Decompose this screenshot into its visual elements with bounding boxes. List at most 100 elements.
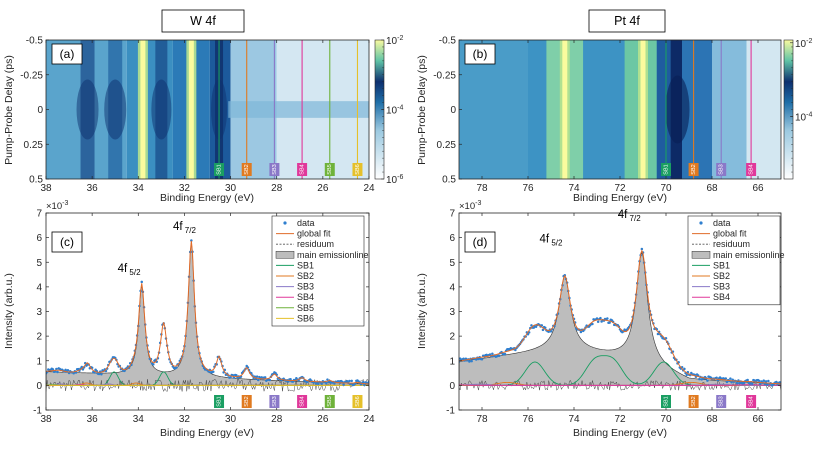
data-point bbox=[715, 376, 718, 379]
xtick-label: 66 bbox=[752, 414, 764, 425]
colorbar-tick-label: 10-4 bbox=[795, 111, 812, 123]
legend-label: main emissionline bbox=[297, 250, 369, 260]
title-a: W 4f bbox=[190, 14, 216, 28]
panel-label-a: (a) bbox=[60, 47, 75, 61]
data-point bbox=[729, 377, 732, 380]
ylabel-c: Intensity (arb.u.) bbox=[3, 273, 15, 349]
xtick-label: 74 bbox=[568, 183, 580, 194]
sideband-marker-label: SB4 bbox=[749, 396, 755, 406]
legend-label: data bbox=[713, 218, 731, 228]
sideband-tag-label: SB2 bbox=[244, 164, 250, 174]
xtick-label: 24 bbox=[363, 414, 375, 425]
legend-swatch-main bbox=[275, 251, 295, 259]
sideband-marker-label: SB3 bbox=[272, 396, 278, 406]
legend-label: SB1 bbox=[713, 260, 730, 270]
xtick-label: 74 bbox=[568, 414, 580, 425]
xtick-label: 78 bbox=[476, 183, 488, 194]
data-point bbox=[56, 370, 59, 374]
data-point bbox=[595, 317, 599, 320]
data-point bbox=[736, 381, 739, 385]
ytick-label: 5 bbox=[36, 258, 42, 269]
data-point bbox=[547, 330, 550, 334]
heatmap-cell bbox=[656, 40, 671, 179]
data-point bbox=[468, 360, 471, 363]
heatmap-bright-core bbox=[640, 40, 646, 179]
sideband-marker-label: SB1 bbox=[663, 396, 669, 406]
data-point bbox=[289, 378, 292, 381]
xtick-label: 36 bbox=[87, 183, 99, 194]
xtick-label: 32 bbox=[179, 183, 191, 194]
sideband-tag-label: SB5 bbox=[327, 164, 333, 174]
colorbar-b-ticks: 10-2 10-4 bbox=[790, 38, 812, 173]
sideband-tag-label: SB6 bbox=[355, 164, 361, 174]
panel-label-box-d bbox=[464, 231, 496, 253]
sideband-tag-label: SB4 bbox=[300, 164, 306, 174]
data-point bbox=[123, 369, 126, 373]
data-point bbox=[348, 379, 351, 383]
xtick-label: 68 bbox=[706, 183, 718, 194]
panel-label-box-b bbox=[464, 43, 496, 65]
data-point bbox=[255, 375, 259, 378]
ytick-label: -0.25 bbox=[20, 70, 43, 81]
sideband-marker-sb5 bbox=[324, 395, 335, 408]
data-point bbox=[498, 354, 501, 357]
data-point bbox=[599, 316, 602, 320]
sideband-tag-label: SB1 bbox=[663, 164, 669, 174]
data-point bbox=[326, 378, 329, 381]
xtick-label: 24 bbox=[363, 183, 375, 194]
data-point bbox=[757, 379, 761, 383]
heatmap-bright-core bbox=[562, 40, 568, 179]
xtick-label: 72 bbox=[614, 414, 626, 425]
sideband-marker-label: SB5 bbox=[327, 396, 333, 406]
panel-label-c: (c) bbox=[60, 235, 74, 249]
global-fit-line bbox=[46, 240, 369, 385]
data-point bbox=[480, 357, 484, 361]
xtick-label: 28 bbox=[271, 414, 283, 425]
legend-swatch-data bbox=[283, 221, 287, 225]
sideband-marker-label: SB1 bbox=[216, 396, 222, 406]
sideband-tag-sb6 bbox=[352, 163, 363, 176]
panel-b-pt4f-heatmap: Pt 4f SB1 SB2 SB3 SB4 -0.5 -0.25 0 0.25 0.5 78 76 7… bbox=[416, 9, 812, 204]
global-fit-line bbox=[459, 249, 781, 385]
sideband-tag-sb4 bbox=[297, 163, 308, 176]
sideband-tag-label: SB3 bbox=[719, 164, 725, 174]
data-point bbox=[212, 370, 215, 374]
data-point bbox=[263, 376, 267, 379]
data-point bbox=[350, 379, 353, 383]
ylabel-b: Pump-Probe Delay (ps) bbox=[416, 55, 428, 165]
sideband-tag-sb2 bbox=[688, 163, 699, 176]
ylabel-d: Intensity (arb.u.) bbox=[416, 273, 428, 349]
sideband-tag-sb2 bbox=[241, 163, 252, 176]
xtick-label: 72 bbox=[614, 183, 626, 194]
data-point bbox=[608, 321, 611, 324]
data-point bbox=[656, 332, 660, 336]
xtick-label: 26 bbox=[317, 183, 329, 194]
colorbar-tick-label: 10-2 bbox=[386, 35, 403, 47]
data-point bbox=[544, 326, 547, 330]
data-point bbox=[488, 353, 492, 356]
ytick-label: -0.5 bbox=[26, 36, 44, 47]
heatmap-bright-core bbox=[188, 40, 194, 179]
sideband-tag-sb1 bbox=[214, 163, 225, 176]
xlabel-c: Binding Energy (eV) bbox=[160, 427, 254, 439]
axes-a-ticks: SB1 SB2 SB3 SB4 SB5 SB6 -0.5 -0.25 0 0.25 0.538 36 3… bbox=[20, 36, 375, 195]
colorbar-a-ticks: 10-2 10-4 10-6 bbox=[381, 35, 403, 186]
ytick-label: 0.25 bbox=[437, 140, 457, 151]
title-box-b bbox=[588, 9, 666, 33]
sideband-tag-label: SB3 bbox=[272, 164, 278, 174]
xtick-label: 66 bbox=[752, 183, 764, 194]
data-point bbox=[268, 378, 272, 382]
ytick-label: 4 bbox=[36, 282, 42, 293]
sideband-marker-sb2 bbox=[688, 395, 699, 408]
data-point bbox=[55, 367, 58, 371]
data-point bbox=[698, 377, 701, 381]
title-b: Pt 4f bbox=[614, 14, 640, 28]
panel-label-box-c bbox=[51, 231, 83, 253]
sideband-marker-label: SB6 bbox=[355, 396, 361, 406]
exponent-d: ×10-3 bbox=[459, 200, 481, 212]
legend-label: main emissionline bbox=[713, 250, 785, 260]
xtick-label: 68 bbox=[706, 414, 718, 425]
data-point bbox=[97, 372, 101, 376]
